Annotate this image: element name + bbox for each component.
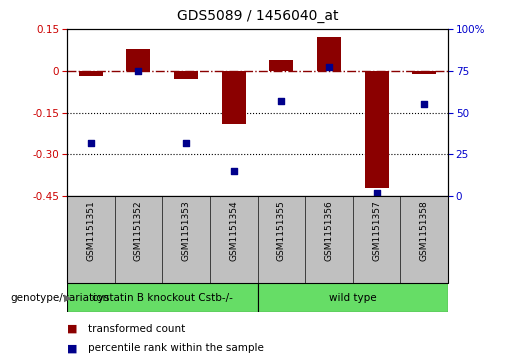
Text: GDS5089 / 1456040_at: GDS5089 / 1456040_at <box>177 9 338 23</box>
Text: ■: ■ <box>67 343 77 354</box>
Bar <box>258 196 305 283</box>
Text: ▶: ▶ <box>64 293 72 303</box>
Text: GSM1151356: GSM1151356 <box>324 200 333 261</box>
Text: wild type: wild type <box>329 293 376 303</box>
Point <box>277 98 285 104</box>
Bar <box>67 283 258 312</box>
Text: GSM1151351: GSM1151351 <box>87 200 95 261</box>
Text: cystatin B knockout Cstb-/-: cystatin B knockout Cstb-/- <box>92 293 233 303</box>
Point <box>420 101 428 107</box>
Bar <box>269 60 293 71</box>
Bar <box>258 283 448 312</box>
Point <box>372 190 381 196</box>
Bar <box>305 196 353 283</box>
Bar <box>162 196 210 283</box>
Text: GSM1151354: GSM1151354 <box>229 200 238 261</box>
Text: percentile rank within the sample: percentile rank within the sample <box>88 343 264 354</box>
Text: GSM1151355: GSM1151355 <box>277 200 286 261</box>
Point <box>87 140 95 146</box>
Bar <box>67 196 114 283</box>
Bar <box>401 196 448 283</box>
Point <box>230 168 238 174</box>
Bar <box>222 71 246 124</box>
Point <box>134 68 143 74</box>
Text: transformed count: transformed count <box>88 323 185 334</box>
Text: GSM1151358: GSM1151358 <box>420 200 428 261</box>
Bar <box>317 37 341 71</box>
Bar <box>413 71 436 74</box>
Bar <box>365 71 388 188</box>
Text: GSM1151353: GSM1151353 <box>182 200 191 261</box>
Text: genotype/variation: genotype/variation <box>10 293 109 303</box>
Bar <box>174 71 198 79</box>
Bar <box>114 196 162 283</box>
Bar <box>353 196 401 283</box>
Text: GSM1151352: GSM1151352 <box>134 200 143 261</box>
Bar <box>79 71 102 76</box>
Point <box>182 140 190 146</box>
Point <box>325 65 333 70</box>
Bar <box>127 49 150 71</box>
Text: ■: ■ <box>67 323 77 334</box>
Bar <box>210 196 258 283</box>
Text: GSM1151357: GSM1151357 <box>372 200 381 261</box>
